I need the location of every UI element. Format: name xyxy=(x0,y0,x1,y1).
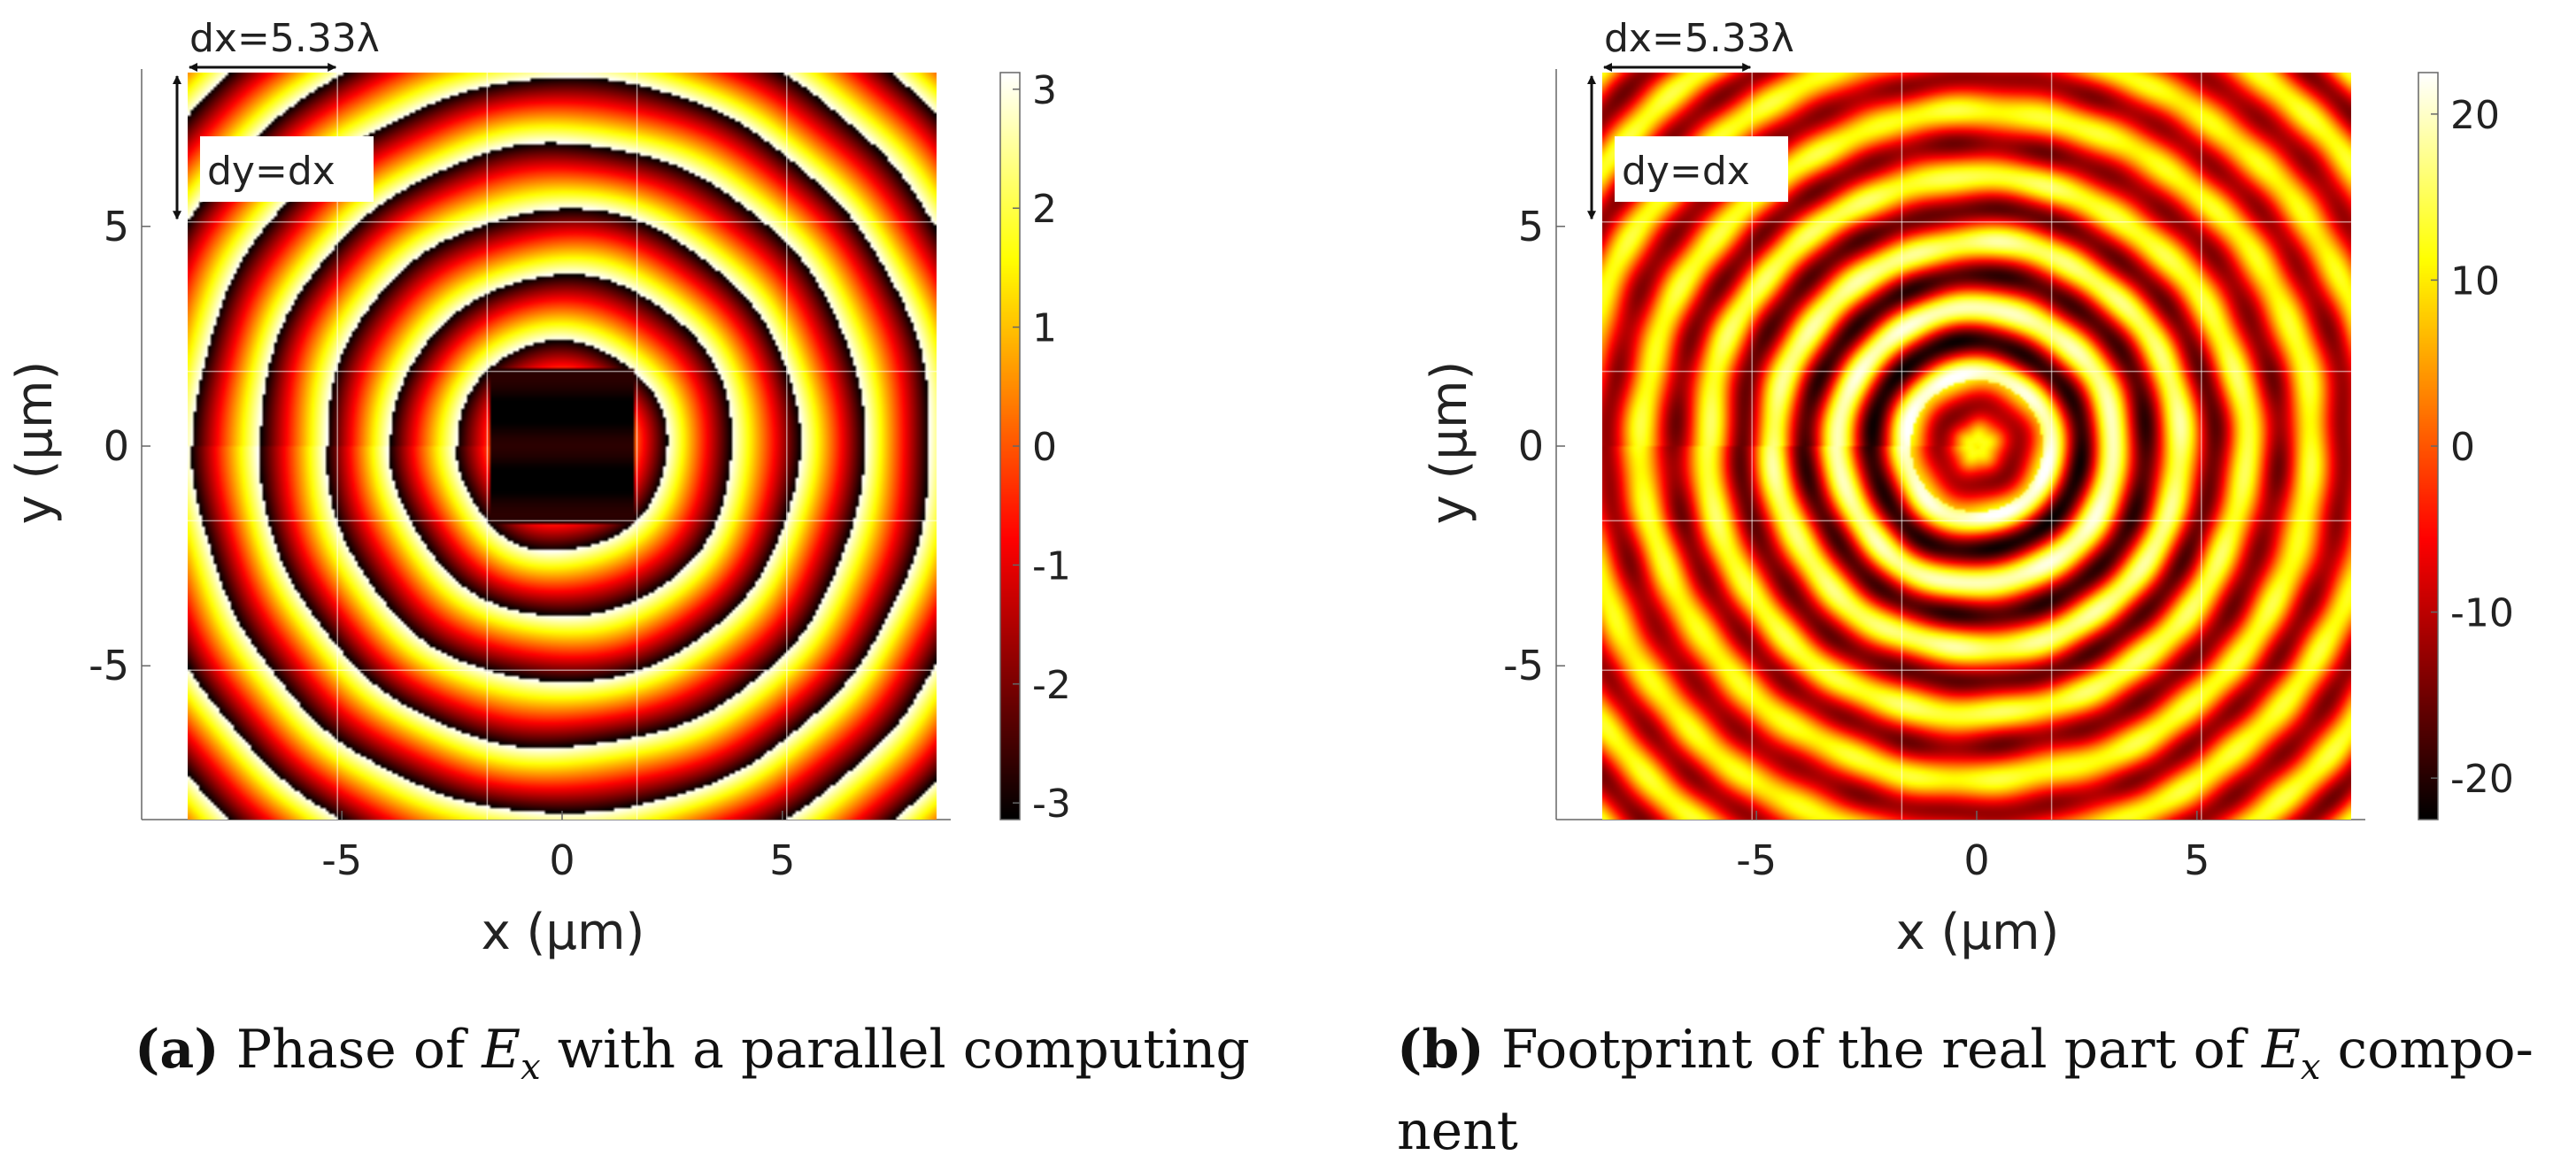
colorbar xyxy=(1000,73,1020,820)
colorbar-tick-label: 0 xyxy=(2450,425,2475,470)
colorbar-tick-label: 1 xyxy=(1032,306,1057,351)
y-tick-label: 0 xyxy=(1518,422,1544,470)
colorbar-tick-label: 0 xyxy=(1032,425,1057,470)
caption-a-sub: x xyxy=(521,1047,541,1088)
colorbar-tick-label: 2 xyxy=(1032,187,1057,232)
caption-a: (a) Phase of Ex with a parallel computin… xyxy=(135,1018,1250,1099)
dy-annotation: dy=dx xyxy=(207,149,335,194)
colorbar xyxy=(2418,73,2438,820)
colorbar-tick-label: -20 xyxy=(2450,757,2514,802)
y-tick-label: -5 xyxy=(1503,642,1544,689)
colorbar-tick-label: 10 xyxy=(2450,258,2500,304)
dy-annotation-box xyxy=(200,136,374,202)
dy-annotation: dy=dx xyxy=(1622,149,1750,194)
caption-a-var: E xyxy=(482,1019,521,1081)
x-tick-label: -5 xyxy=(321,836,362,884)
caption-a-tag: (a) xyxy=(135,1019,220,1081)
caption-b: (b) Footprint of the real part of Ex com… xyxy=(1397,1018,2565,1163)
caption-a-text-1: Phase of xyxy=(235,1019,482,1081)
y-tick-label: 5 xyxy=(104,203,129,250)
dy-annotation-box xyxy=(1615,136,1788,202)
caption-b-line2: nent xyxy=(1397,1100,1518,1162)
chart-panel-b: -5 0 5 5 0 -5 x (μm) y (μm) 20 10 0 -10 -20 dx=5.33λ d… xyxy=(1421,16,2514,961)
colorbar-tick-label: -10 xyxy=(2450,591,2514,636)
x-tick-label: 5 xyxy=(769,836,795,884)
x-tick-label: 0 xyxy=(549,836,575,884)
y-tick-label: 0 xyxy=(104,422,129,470)
x-tick-label: 0 xyxy=(1963,836,1989,884)
caption-b-var: E xyxy=(2262,1019,2301,1081)
dx-annotation: dx=5.33λ xyxy=(189,16,380,61)
y-axis-label: y (μm) xyxy=(1421,361,1478,525)
colorbar-tick-label: -1 xyxy=(1032,543,1071,589)
caption-b-sub: x xyxy=(2300,1047,2321,1088)
colorbar-tick-label: -3 xyxy=(1032,782,1071,827)
caption-b-text-1: Footprint of the real part of xyxy=(1500,1019,2263,1081)
y-tick-label: -5 xyxy=(89,642,129,689)
x-tick-label: 5 xyxy=(2184,836,2210,884)
dx-annotation: dx=5.33λ xyxy=(1604,16,1794,61)
chart-panel-a: -5 0 5 5 0 -5 x (μm) y (μm) 3 2 1 0 -1 -2 -3 dx=5.33λ dy… xyxy=(6,16,1071,961)
y-axis-label: y (μm) xyxy=(6,361,64,525)
y-tick-label: 5 xyxy=(1518,203,1544,250)
colorbar-tick-label: 20 xyxy=(2450,93,2500,138)
colorbar-tick-label: 3 xyxy=(1032,68,1057,113)
caption-b-text-2: compo- xyxy=(2320,1019,2534,1081)
x-axis-label: x (μm) xyxy=(1896,904,2060,961)
caption-b-tag: (b) xyxy=(1397,1019,1485,1081)
x-tick-label: -5 xyxy=(1736,836,1777,884)
x-axis-label: x (μm) xyxy=(482,904,645,961)
colorbar-tick-label: -2 xyxy=(1032,663,1071,708)
caption-a-text-2: with a parallel computing xyxy=(540,1019,1250,1081)
